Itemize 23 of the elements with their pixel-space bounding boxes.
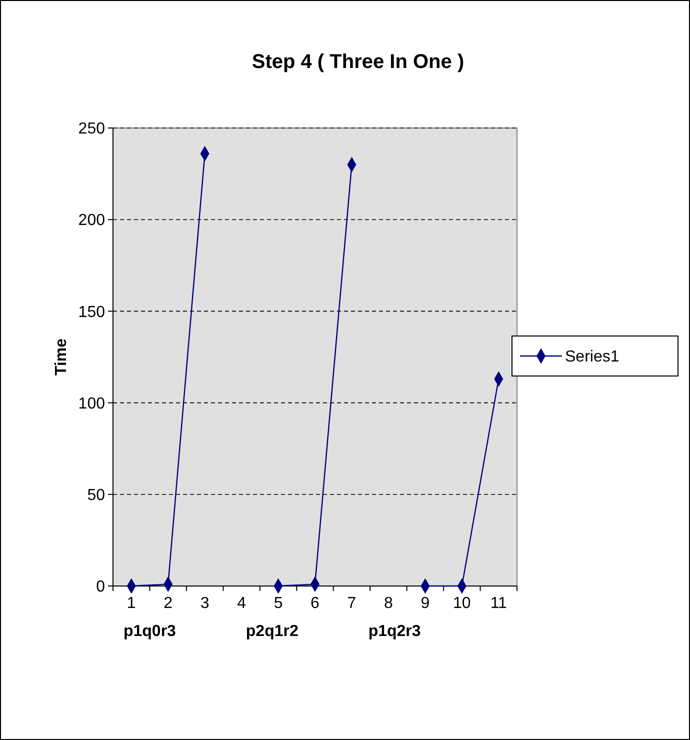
x-tick-label: 8 xyxy=(384,595,393,612)
y-tick-label: 50 xyxy=(87,487,106,504)
x-tick-label: 6 xyxy=(310,595,320,612)
x-tick-label: 3 xyxy=(200,595,210,612)
y-tick-label: 0 xyxy=(96,578,106,596)
x-tick-label: 1 xyxy=(126,595,136,612)
text: p1q0r3 xyxy=(123,623,176,640)
text: p1q2r3 xyxy=(368,623,421,640)
y-axis-title: Time xyxy=(53,338,70,376)
y-tick-label: 200 xyxy=(78,212,106,230)
x-tick-label: 10 xyxy=(453,595,471,612)
x-tick-label: 5 xyxy=(274,595,283,612)
chart-title: Step 4 ( Three In One ) xyxy=(252,51,464,73)
x-tick-label: 9 xyxy=(420,595,430,612)
text: p2q1r2 xyxy=(246,623,298,640)
x-tick-label: 11 xyxy=(490,595,508,612)
legend-label: Series1 xyxy=(565,348,620,366)
y-tick-label: 250 xyxy=(78,120,106,138)
x-tick-label: 7 xyxy=(347,595,356,612)
x-tick-label: 2 xyxy=(164,595,173,612)
y-tick-label: 150 xyxy=(78,304,106,321)
y-tick-label: 100 xyxy=(78,395,106,412)
x-tick-label: 4 xyxy=(237,595,246,612)
